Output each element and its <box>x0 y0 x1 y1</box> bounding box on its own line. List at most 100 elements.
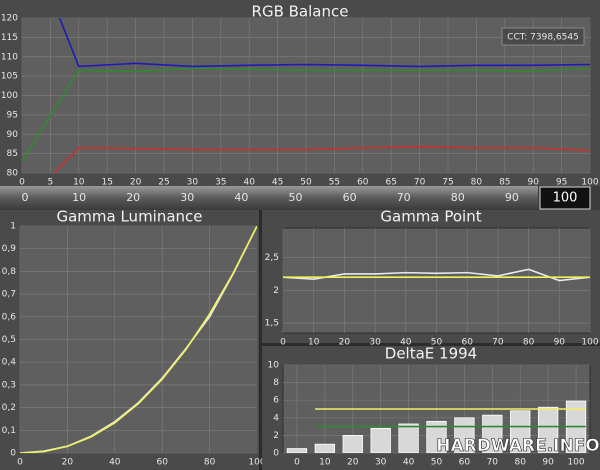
chart-title: Gamma Luminance <box>56 208 202 226</box>
y-tick-label: 4 <box>273 413 279 423</box>
plot-marks <box>286 400 587 453</box>
plot-marks <box>283 268 590 282</box>
annotation: CCT: 7398,6545 <box>507 33 579 43</box>
x-tick-label: 70 <box>492 338 504 348</box>
y-tick-label: 110 <box>1 52 18 62</box>
x-tick-label: 5 <box>48 178 54 188</box>
x-tick-label: 30 <box>375 458 387 468</box>
x-tick-label: 15 <box>101 178 112 188</box>
y-tick-label: 0,3 <box>2 380 16 390</box>
y-tick-label: 2,5 <box>265 253 279 263</box>
bar <box>510 410 531 453</box>
series-line <box>22 67 590 162</box>
y-tick-label: 0,5 <box>2 335 16 345</box>
y-tick-label: 2 <box>273 431 279 441</box>
divider <box>262 343 600 346</box>
x-tick-label: 20 <box>130 178 142 188</box>
x-tick-label: 60 <box>461 338 473 348</box>
x-tick-label: 40 <box>403 458 415 468</box>
y-tick-label: 80 <box>7 169 19 179</box>
slider-track[interactable] <box>0 186 538 210</box>
y-tick-label: 1 <box>10 222 16 232</box>
chart-title: Gamma Point <box>380 208 481 226</box>
y-tick-label: 0 <box>273 449 279 459</box>
x-tick-label: 80 <box>204 458 216 468</box>
bar <box>370 427 391 453</box>
x-tick-label: 90 <box>527 178 539 188</box>
y-tick-label: 100 <box>1 91 18 101</box>
x-tick-label: 40 <box>400 338 412 348</box>
y-tick-label: 0,2 <box>2 403 16 413</box>
x-tick-label: 35 <box>215 178 226 188</box>
x-tick-label: 45 <box>272 178 283 188</box>
x-tick-label: 75 <box>442 178 453 188</box>
x-tick-label: 30 <box>369 338 381 348</box>
series-line <box>58 18 590 68</box>
y-tick-label: 1,5 <box>265 319 279 329</box>
y-tick-label: 115 <box>1 33 18 43</box>
y-tick-label: 95 <box>7 110 18 120</box>
x-tick-label: 0 <box>19 178 25 188</box>
series-line <box>283 268 590 282</box>
series-line <box>20 226 257 453</box>
x-tick-label: 60 <box>357 178 369 188</box>
x-tick-label: 60 <box>459 458 471 468</box>
x-tick-label: 90 <box>554 338 566 348</box>
watermark: HARDWARE.INFO <box>436 436 600 456</box>
annotation-box <box>501 27 585 46</box>
x-tick-label: 80 <box>471 178 483 188</box>
x-tick-label: 40 <box>109 458 121 468</box>
x-tick-label: 70 <box>414 178 426 188</box>
y-tick-label: 10 <box>268 361 280 371</box>
x-tick-label: 95 <box>556 178 567 188</box>
x-tick-label: 65 <box>385 178 396 188</box>
x-tick-label: 50 <box>300 178 312 188</box>
x-tick-label: 100 <box>581 338 598 348</box>
x-tick-label: 50 <box>431 458 443 468</box>
x-tick-label: 20 <box>347 458 359 468</box>
x-tick-label: 30 <box>187 178 199 188</box>
x-tick-label: 20 <box>339 338 351 348</box>
series-line <box>53 146 590 173</box>
x-tick-label: 0 <box>17 458 23 468</box>
y-tick-label: 0,6 <box>2 312 17 322</box>
plot-marks <box>20 226 257 453</box>
divider <box>259 210 262 470</box>
x-tick-label: 90 <box>542 458 554 468</box>
x-tick-label: 80 <box>523 338 535 348</box>
y-tick-label: 0,1 <box>2 426 16 436</box>
y-tick-label: 105 <box>1 72 18 82</box>
bar <box>342 434 363 453</box>
slider-tick-label: 50 <box>289 191 303 204</box>
y-tick-label: 0,4 <box>2 358 17 368</box>
x-tick-label: 40 <box>243 178 255 188</box>
x-tick-label: 100 <box>567 458 584 468</box>
chart-title: DeltaE 1994 <box>385 345 477 363</box>
y-tick-label: 0 <box>10 449 16 459</box>
slider-tick-label: 20 <box>126 191 140 204</box>
bar <box>426 420 447 453</box>
plot-marks <box>22 18 590 173</box>
x-tick-label: 85 <box>499 178 510 188</box>
x-tick-label: 10 <box>73 178 85 188</box>
slider-tick-label: 10 <box>72 191 86 204</box>
bar <box>286 448 308 453</box>
bar <box>314 443 336 453</box>
bar <box>537 406 559 453</box>
slider-tick-label: 70 <box>397 191 411 204</box>
x-tick-label: 55 <box>329 178 340 188</box>
slider-tick-label: 30 <box>180 191 194 204</box>
x-tick-label: 60 <box>156 458 168 468</box>
x-tick-label: 70 <box>487 458 499 468</box>
y-tick-label: 120 <box>1 14 18 24</box>
slider-tick-label: 0 <box>22 191 29 204</box>
x-tick-label: 0 <box>294 458 300 468</box>
slider-tick-label: 60 <box>343 191 357 204</box>
y-tick-label: 85 <box>7 149 18 159</box>
y-tick-label: 8 <box>273 378 279 388</box>
slider-tick-label: 40 <box>234 191 248 204</box>
x-tick-label: 50 <box>431 338 443 348</box>
slider-tick-label: 90 <box>505 191 519 204</box>
x-tick-label: 10 <box>319 458 331 468</box>
